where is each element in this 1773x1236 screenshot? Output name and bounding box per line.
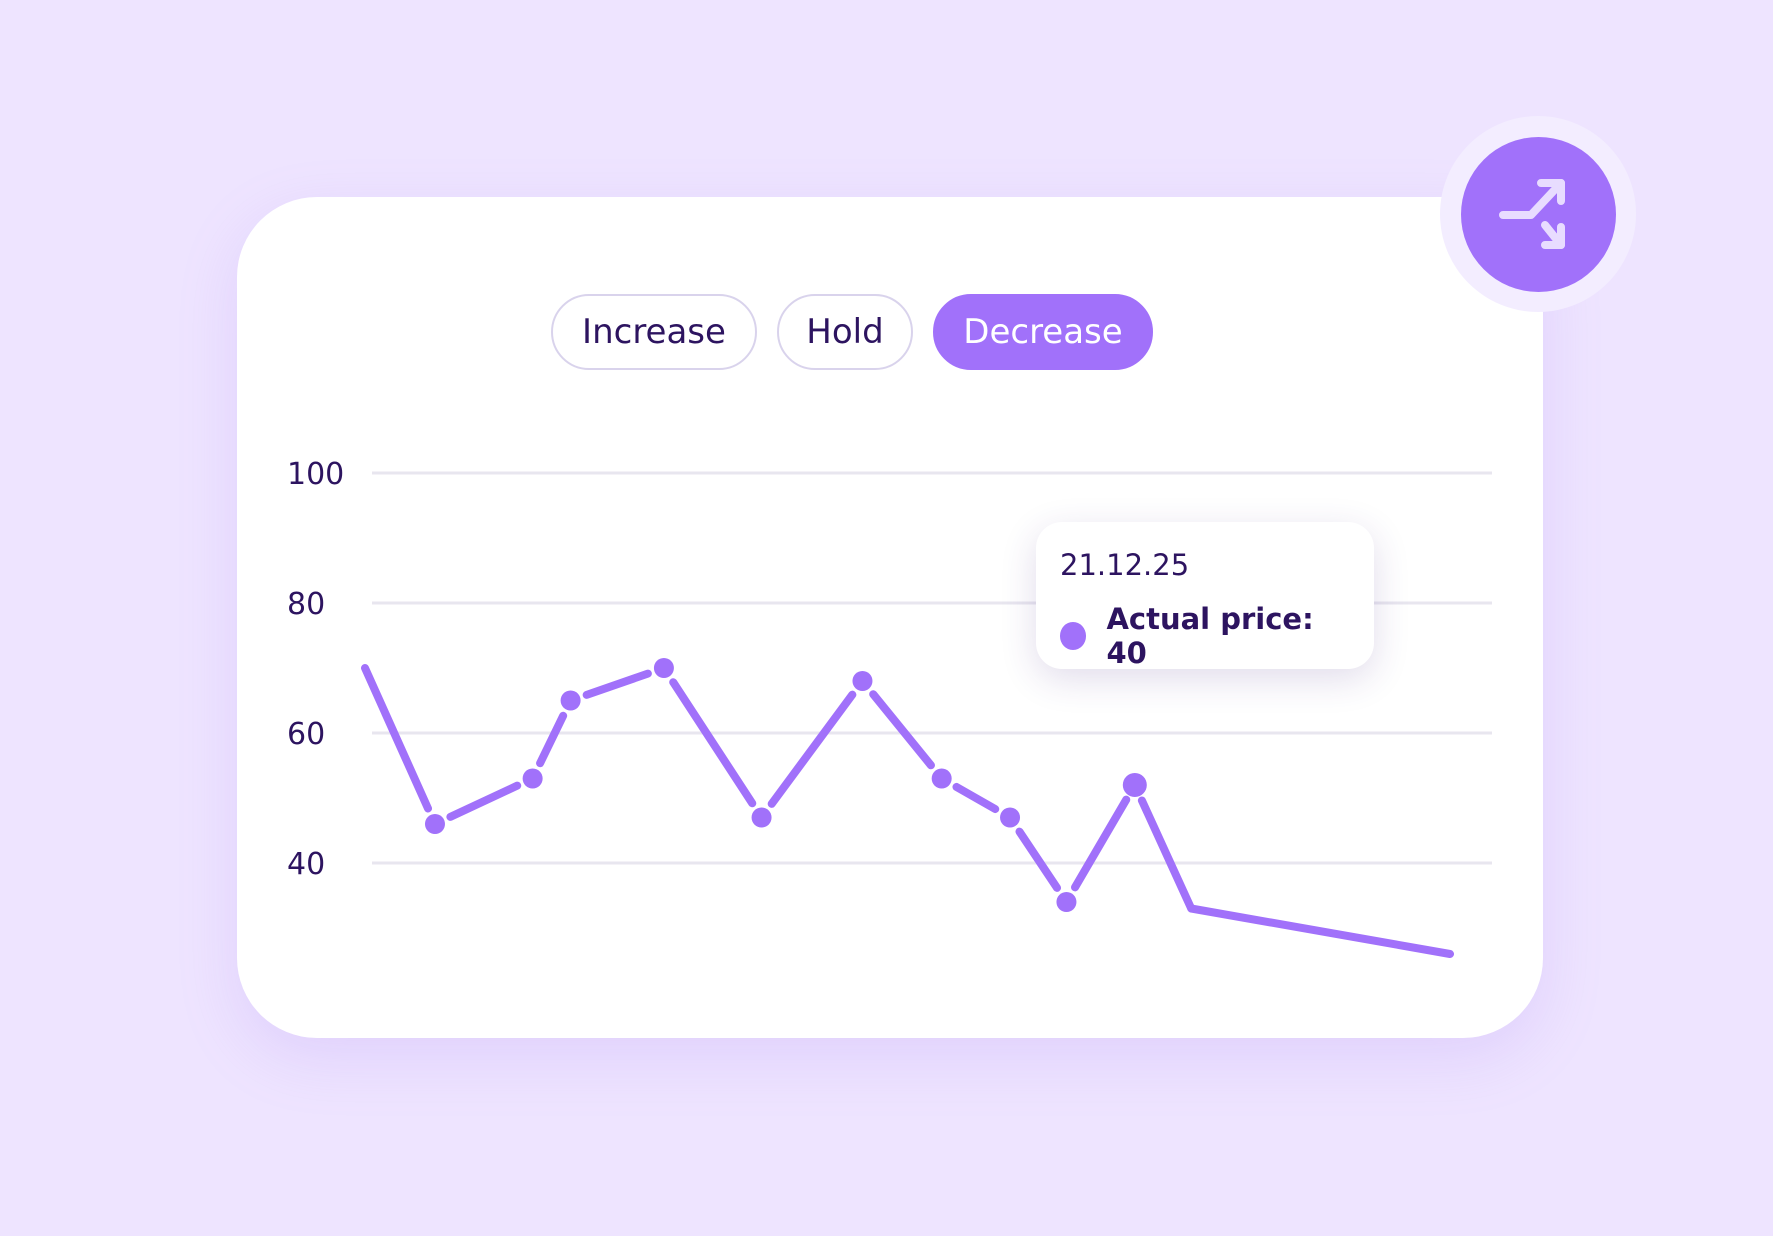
data-point-8[interactable]	[1000, 807, 1021, 828]
line-segment-4	[669, 678, 757, 808]
increase-toggle[interactable]: Increase	[551, 294, 757, 370]
chart-tooltip: 21.12.25 Actual price: 40	[1036, 522, 1374, 670]
decrease-toggle[interactable]: Decrease	[933, 294, 1153, 370]
series-dot-icon	[1060, 622, 1087, 650]
y-tick-label-80: 80	[287, 587, 325, 622]
y-tick-label-100: 100	[287, 457, 344, 492]
data-point-1[interactable]	[424, 814, 445, 834]
data-point-9[interactable]	[1056, 892, 1077, 912]
tooltip-value: Actual price: 40	[1106, 602, 1314, 670]
data-point-4[interactable]	[653, 658, 674, 678]
y-tick-label-60: 60	[287, 717, 325, 752]
split-arrows-icon	[1498, 178, 1565, 249]
y-tick-label-40: 40	[287, 847, 325, 882]
line-segment-8	[1015, 827, 1062, 892]
data-point-3[interactable]	[560, 690, 581, 711]
tooltip-row: Actual price: 40	[1060, 602, 1350, 670]
line-segment-5	[767, 690, 857, 808]
line-segment-1	[446, 781, 522, 821]
line-segment-6	[869, 690, 935, 770]
line-segment-0	[361, 664, 433, 813]
data-point-7[interactable]	[931, 768, 952, 789]
split-arrows-button[interactable]	[1461, 137, 1616, 292]
line-segment-2	[536, 711, 568, 768]
line-segment-7	[952, 782, 1000, 814]
line-segment-10	[1137, 796, 1196, 913]
hold-toggle[interactable]: Hold	[777, 294, 913, 370]
data-point-10[interactable]	[1122, 773, 1147, 797]
line-segment-3	[582, 669, 652, 699]
data-point-5[interactable]	[751, 807, 772, 828]
line-segment-11	[1187, 904, 1454, 958]
trend-toggle-group: Increase Hold Decrease	[199, 294, 1505, 370]
data-point-2[interactable]	[522, 768, 543, 789]
tooltip-date: 21.12.25	[1060, 548, 1190, 582]
line-segment-9	[1071, 795, 1131, 892]
data-point-6[interactable]	[852, 671, 873, 691]
